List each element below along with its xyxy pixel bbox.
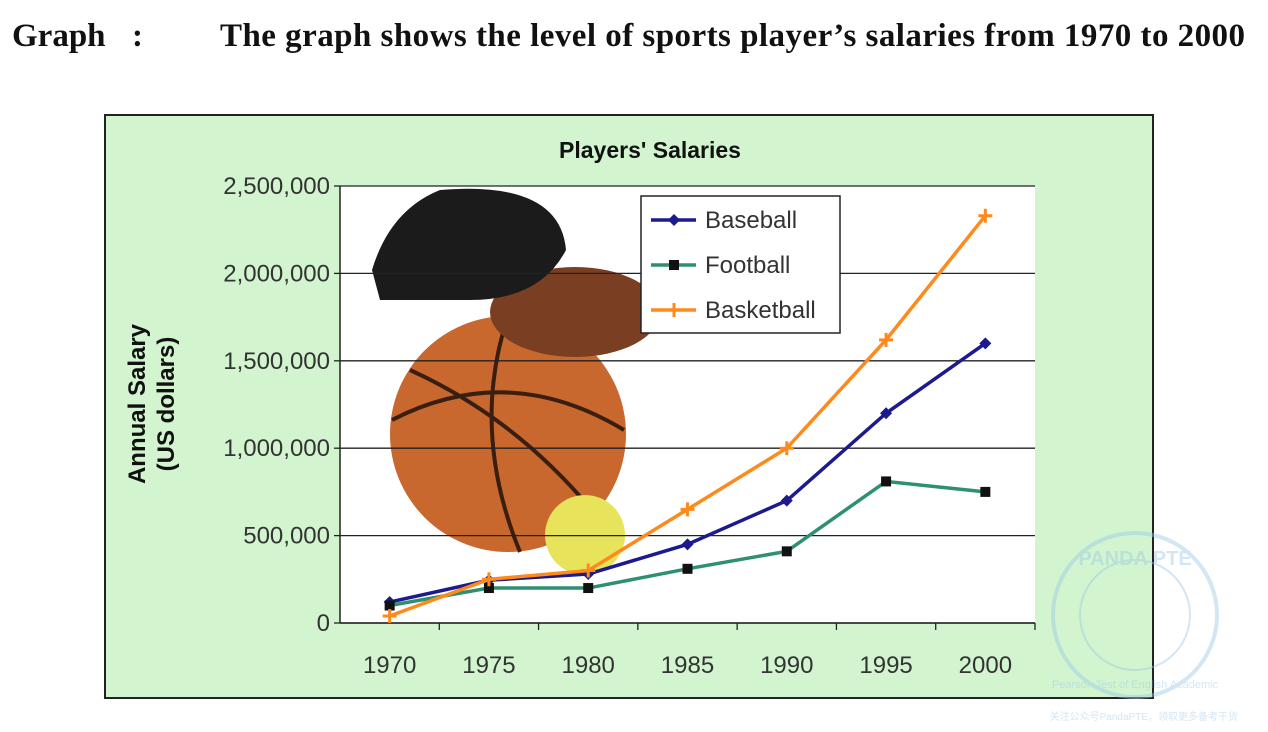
legend-marker [667,303,681,317]
x-tick-label: 2000 [959,652,1012,679]
legend-marker [669,260,679,270]
chart-title: Players' Salaries [559,137,741,163]
legend-label: Baseball [705,207,797,234]
data-point [384,600,395,611]
data-point [583,583,594,594]
y-tick-label: 1,500,000 [223,348,330,375]
data-point [881,476,892,487]
x-tick-label: 1985 [661,652,714,679]
watermark-brand: PANDA PTE [1078,548,1191,570]
y-tick-label: 1,000,000 [223,435,330,462]
x-tick-label: 1995 [859,652,912,679]
data-point [780,494,793,507]
x-tick-label: 1980 [562,652,615,679]
y-axis-title: Annual Salary [124,323,151,484]
data-point [581,563,596,578]
legend-label: Basketball [705,297,816,324]
data-point [880,407,893,420]
data-point [781,546,792,557]
data-point [682,563,693,574]
legend-label: Football [705,252,790,279]
data-point [481,572,496,587]
header-label: Graph [12,18,106,54]
decoration [372,188,660,575]
data-point [680,502,695,517]
data-point [980,486,991,497]
y-axis-title: (US dollars) [153,337,180,472]
x-tick-label: 1990 [760,652,813,679]
data-point [979,337,992,350]
header-separator: : [132,18,143,54]
header-title: The graph shows the level of sports play… [220,18,1245,54]
x-tick-label: 1975 [462,652,515,679]
y-tick-label: 500,000 [243,523,330,550]
x-tick-label: 1970 [363,652,416,679]
data-point [382,609,397,624]
legend-marker [668,214,680,226]
data-point [681,538,694,551]
data-point [879,332,894,347]
watermark-footer: 关注公众号PandaPTE，领取更多备考干货 [1050,710,1238,723]
y-tick-label: 0 [317,610,330,637]
y-tick-label: 2,500,000 [223,173,330,200]
data-point [978,208,993,223]
watermark-subtitle: Pearson Test of English Academic [1052,679,1219,691]
data-point [483,583,494,594]
data-point [779,441,794,456]
y-tick-label: 2,000,000 [223,260,330,287]
watermark: PANDA PTE Pearson Test of English Academ… [1050,531,1238,723]
